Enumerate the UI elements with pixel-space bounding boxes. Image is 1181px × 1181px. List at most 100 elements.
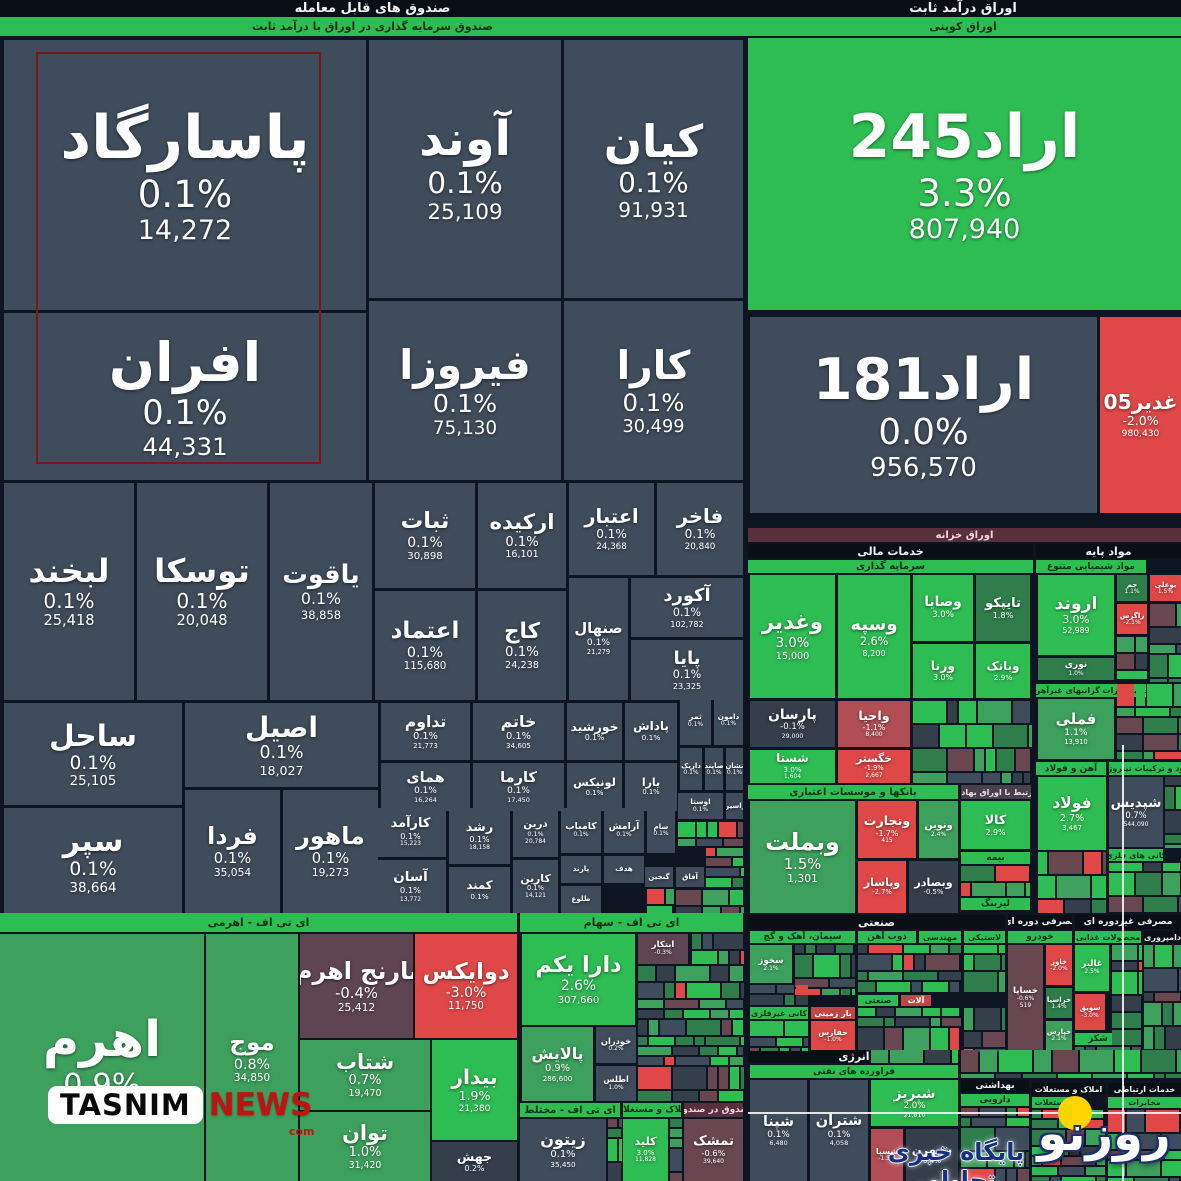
mini-tile[interactable]: [1053, 1050, 1078, 1072]
mini-tile[interactable]: [719, 1091, 743, 1101]
mini-tile[interactable]: [869, 945, 902, 953]
mini-tile[interactable]: [1163, 863, 1180, 871]
mini-tile[interactable]: [750, 1048, 759, 1051]
mini-tile[interactable]: [913, 773, 946, 783]
mini-tile[interactable]: [727, 1000, 743, 1008]
mini-tile[interactable]: [649, 1020, 658, 1035]
mini-tile[interactable]: [649, 1037, 674, 1045]
mini-tile[interactable]: [885, 1018, 894, 1026]
treemap-tile[interactable]: پاسارگاد 0.1% 14,272: [4, 40, 366, 310]
mini-tile[interactable]: [1065, 900, 1090, 913]
mini-tile[interactable]: [942, 1018, 961, 1026]
mini-tile[interactable]: [608, 1163, 621, 1181]
treemap-tile[interactable]: زیتون 0.1% 35,450: [520, 1119, 606, 1181]
subsector-header[interactable]: محصولات غذایی: [1075, 931, 1141, 943]
mini-tile[interactable]: [975, 1008, 1000, 1030]
mini-tile[interactable]: [1051, 1177, 1060, 1181]
mini-tile[interactable]: [1174, 684, 1181, 706]
mini-tile[interactable]: [1163, 873, 1180, 895]
mini-tile[interactable]: [1150, 604, 1175, 626]
mini-tile[interactable]: [1139, 972, 1142, 994]
treemap-tile[interactable]: موج 0.8% 34,850: [206, 934, 298, 1181]
mini-tile[interactable]: [638, 1020, 647, 1035]
mini-tile[interactable]: [676, 1057, 709, 1065]
mini-tile[interactable]: [1007, 883, 1024, 896]
mini-tile[interactable]: [858, 1018, 883, 1026]
mini-tile[interactable]: [1136, 684, 1145, 706]
treemap-tile[interactable]: خساپا -0.6% 519: [1008, 945, 1043, 1050]
mini-tile[interactable]: [1026, 883, 1030, 896]
mini-tile[interactable]: [678, 839, 695, 846]
treemap-tile[interactable]: زاگرس -2.1%: [1117, 604, 1147, 634]
mini-tile[interactable]: [1013, 701, 1030, 723]
treemap-tile[interactable]: پالایش 0.9% 286,600: [522, 1027, 593, 1101]
subsector-header[interactable]: املاک و مستغلات: [623, 1103, 681, 1117]
mini-tile[interactable]: [638, 1047, 671, 1055]
treemap-tile[interactable]: صایند 0.1%: [705, 748, 723, 790]
mini-tile[interactable]: [904, 955, 913, 970]
treemap-tile[interactable]: اطلس 1.0%: [596, 1066, 636, 1101]
mini-tile[interactable]: [1179, 897, 1181, 912]
treemap-tile[interactable]: شپنا 0.1% 6,480: [750, 1080, 807, 1181]
mini-tile[interactable]: [700, 1091, 717, 1101]
treemap-tile[interactable]: ونوین 2.4%: [919, 801, 958, 858]
mini-tile[interactable]: [1165, 835, 1181, 843]
mini-tile[interactable]: [670, 1119, 682, 1127]
treemap-tile[interactable]: آکورد 0.1% 102,782: [631, 578, 743, 637]
mini-tile[interactable]: [961, 1152, 986, 1167]
mini-tile[interactable]: [1117, 708, 1134, 716]
mini-tile[interactable]: [1016, 749, 1030, 771]
treemap-tile[interactable]: لونیکس 0.1%: [567, 763, 622, 811]
treemap-tile[interactable]: شتاب 0.7% 19,470: [300, 1040, 430, 1110]
mini-tile[interactable]: [896, 1008, 921, 1016]
subsector-header[interactable]: کانی های فلزی: [1109, 849, 1163, 861]
treemap-tile[interactable]: حفارس -1.0%: [811, 1021, 855, 1050]
treemap-tile[interactable]: آرامش 0.1%: [604, 808, 644, 853]
mini-tile[interactable]: [730, 1010, 743, 1018]
mini-tile[interactable]: [1171, 708, 1181, 716]
mini-tile[interactable]: [1150, 645, 1175, 653]
mini-tile[interactable]: [733, 1020, 743, 1035]
mini-tile[interactable]: [1002, 1008, 1005, 1030]
treemap-tile[interactable]: ساحل 0.1% 25,105: [4, 703, 182, 805]
mini-tile[interactable]: [1070, 1147, 1079, 1155]
mini-tile[interactable]: [1144, 752, 1153, 759]
mini-tile[interactable]: [1075, 1047, 1084, 1050]
mini-tile[interactable]: [948, 773, 981, 783]
mini-tile[interactable]: [1144, 735, 1177, 750]
mini-tile[interactable]: [996, 1169, 1005, 1181]
mini-tile[interactable]: [1138, 1151, 1163, 1159]
treemap-tile[interactable]: آسان 0.1% 13,772: [375, 860, 446, 913]
mini-tile[interactable]: [1136, 873, 1161, 895]
mini-tile[interactable]: [885, 1028, 902, 1050]
mini-tile[interactable]: [1013, 773, 1022, 783]
mini-tile[interactable]: [931, 1018, 940, 1026]
sector-header[interactable]: دامپروری: [1144, 931, 1181, 943]
mini-tile[interactable]: [738, 822, 743, 837]
mini-tile[interactable]: [1155, 1074, 1164, 1078]
mini-tile[interactable]: [952, 1050, 958, 1063]
mini-tile[interactable]: [1177, 645, 1181, 653]
mini-tile[interactable]: [1108, 1110, 1125, 1132]
mini-tile[interactable]: [964, 1008, 973, 1030]
mini-tile[interactable]: [877, 1008, 894, 1016]
mini-tile[interactable]: [896, 1018, 929, 1026]
treemap-tile[interactable]: ماهور 0.1% 19,273: [283, 790, 378, 913]
mini-tile[interactable]: [1032, 1120, 1057, 1128]
mini-tile[interactable]: [733, 858, 743, 866]
mini-tile[interactable]: [1155, 993, 1180, 1001]
sector-header[interactable]: اوراق درآمد ثابت: [745, 0, 1181, 17]
mini-tile[interactable]: [1165, 845, 1181, 848]
sector-header[interactable]: مواد پایه: [1036, 544, 1181, 558]
mini-tile[interactable]: [1067, 1130, 1084, 1145]
mini-tile[interactable]: [1097, 1157, 1105, 1165]
mini-tile[interactable]: [741, 1067, 744, 1089]
mini-tile[interactable]: [741, 951, 744, 964]
mini-tile[interactable]: [711, 1057, 728, 1065]
mini-tile[interactable]: [706, 878, 731, 887]
mini-tile[interactable]: [1092, 900, 1106, 913]
mini-tile[interactable]: [697, 839, 722, 846]
mini-tile[interactable]: [904, 972, 937, 980]
mini-tile[interactable]: [703, 890, 728, 905]
mini-tile[interactable]: [665, 983, 674, 998]
